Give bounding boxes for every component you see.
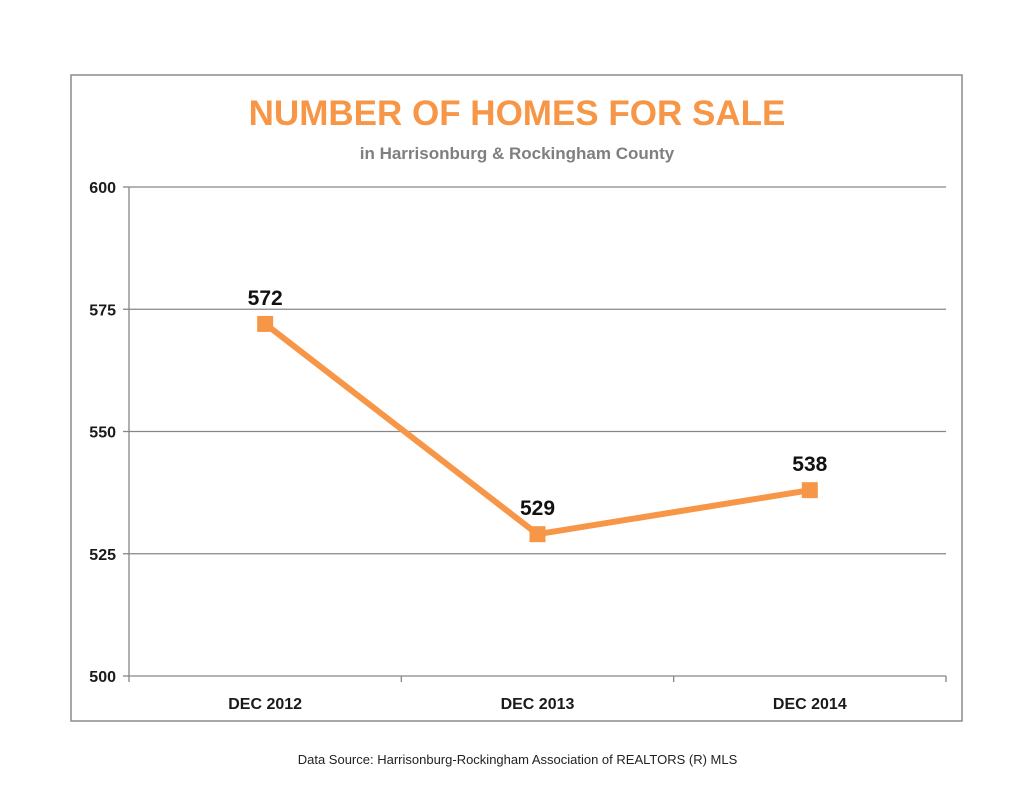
x-tick-label: DEC 2013	[501, 696, 575, 713]
data-label: 538	[792, 453, 827, 476]
data-point-marker	[257, 315, 274, 332]
chart-title: NUMBER OF HOMES FOR SALE	[249, 94, 786, 133]
x-tick-label: DEC 2012	[228, 696, 302, 713]
x-tick-label: DEC 2014	[773, 696, 847, 713]
y-tick-label: 600	[89, 180, 116, 197]
y-tick-label: 575	[89, 302, 116, 319]
y-tick-label: 500	[89, 669, 116, 686]
data-label: 572	[248, 287, 283, 310]
y-tick-labels: 500 525 550 575 600	[89, 180, 116, 686]
chart-frame	[70, 74, 963, 722]
data-source-note: Data Source: Harrisonburg-Rockingham Ass…	[297, 752, 738, 767]
x-tick-labels: DEC 2012 DEC 2013 DEC 2014	[228, 696, 847, 713]
series-line	[257, 315, 818, 543]
data-label: 529	[520, 497, 555, 520]
gridlines	[129, 186, 946, 555]
data-point-marker	[529, 526, 546, 543]
data-labels: 572 529 538	[248, 287, 828, 520]
y-tick-label: 525	[89, 547, 116, 564]
data-point-marker	[801, 482, 818, 499]
chart-subtitle: in Harrisonburg & Rockingham County	[360, 144, 675, 163]
y-tick-label: 550	[89, 425, 116, 442]
axes	[123, 186, 947, 682]
